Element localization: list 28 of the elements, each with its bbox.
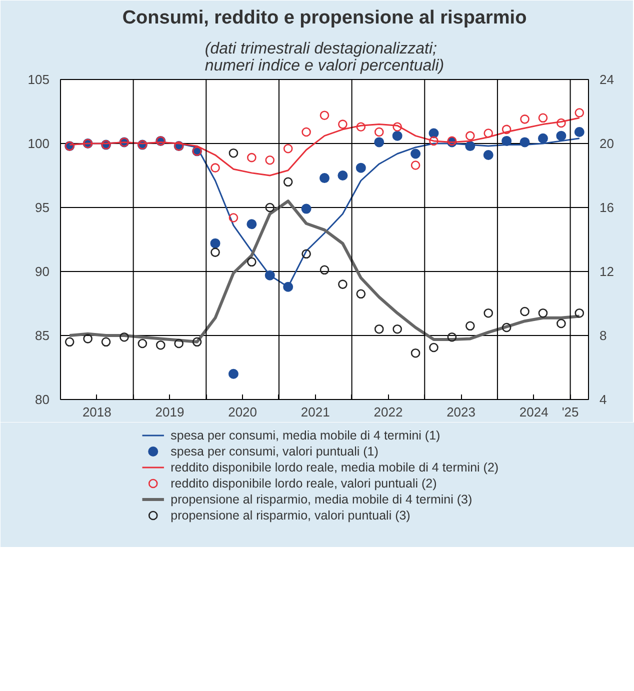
chart-title: Consumi, reddito e propensione al risparmio — [122, 8, 527, 28]
y2-tick-label: 8 — [600, 328, 607, 343]
legend-label: propensione al risparmio, valori puntuali (3) — [170, 508, 410, 522]
y-tick-label: 95 — [35, 200, 50, 215]
legend-label: propensione al risparmio, media mobile di 4 termini (3) — [170, 492, 472, 506]
y2-tick-label: 4 — [600, 392, 607, 407]
x-tick-label: '25 — [562, 404, 579, 420]
y-tick-label: 90 — [35, 264, 50, 279]
x-tick-label: 2020 — [228, 404, 258, 420]
y-tick-label: 80 — [35, 392, 50, 407]
chart-subtitle: (dati trimestrali destagionalizzati; numeri indice e valori percentuali) — [204, 40, 444, 74]
x-tick-label: 2019 — [155, 404, 184, 420]
legend-label: spesa per consumi, media mobile di 4 termini (1) — [170, 428, 440, 442]
x-tick-label: 2024 — [519, 404, 548, 420]
y2-tick-label: 20 — [600, 136, 614, 151]
y-tick-label: 105 — [28, 72, 50, 87]
y2-tick-label: 16 — [600, 200, 614, 215]
legend-label: spesa per consumi, valori puntuali (1) — [170, 444, 378, 458]
y-tick-label: 85 — [35, 328, 50, 343]
x-tick-label: 2021 — [300, 404, 330, 420]
y2-tick-label: 12 — [600, 264, 614, 279]
x-tick-label: 2023 — [446, 404, 476, 420]
x-tick-label: 2022 — [374, 404, 403, 420]
x-tick-label: 2018 — [82, 404, 112, 420]
y2-tick-label: 24 — [600, 72, 614, 87]
y-tick-label: 100 — [28, 136, 50, 151]
legend-label: reddito disponibile lordo reale, media mobile di 4 termini (2) — [170, 460, 499, 474]
legend-label: reddito disponibile lordo reale, valori puntuali (2) — [170, 476, 437, 490]
